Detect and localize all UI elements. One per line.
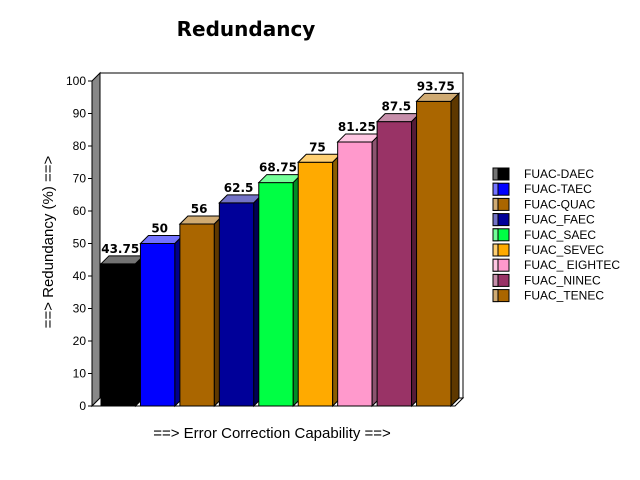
legend-label: FUAC_FAEC [524, 213, 595, 227]
bar-front [100, 263, 136, 407]
legend-swatch-highlight [492, 167, 499, 181]
legend: FUAC-DAECFUAC-TAECFUAC-QUACFUAC_FAECFUAC… [492, 167, 620, 303]
legend-item: FUAC_NINEC [492, 273, 601, 287]
bar-front [337, 141, 373, 407]
legend-label: FUAC-QUAC [524, 197, 596, 211]
legend-swatch-highlight [492, 289, 499, 303]
legend-swatch-highlight [492, 258, 499, 272]
legend-label: FUAC_SAEC [524, 228, 596, 242]
bar-value-label: 62.5 [224, 181, 254, 195]
legend-item: FUAC_TENEC [492, 289, 604, 303]
legend-swatch-highlight [492, 182, 499, 196]
y-axis-label: ==> Redundancy (%) ==> [40, 155, 57, 328]
bar-front [139, 243, 176, 407]
y-tick-label: 10 [73, 367, 87, 381]
bar-value-label: 75 [309, 140, 326, 154]
bar [139, 234, 185, 408]
chart-title: Redundancy [177, 17, 316, 41]
bar-value-label: 87.5 [382, 100, 412, 114]
y-tick-label: 60 [73, 204, 87, 218]
legend-label: FUAC_TENEC [524, 289, 604, 303]
bar-front [258, 182, 294, 407]
bars [99, 92, 461, 408]
bar-front [218, 202, 255, 407]
bar-value-label: 50 [151, 222, 168, 236]
y-tick-label: 90 [73, 107, 87, 121]
y-tick-label: 20 [73, 334, 87, 348]
y-tick-label: 100 [66, 74, 86, 88]
legend-swatch-highlight [492, 213, 499, 227]
bar-value-label: 81.25 [338, 120, 376, 134]
legend-swatch-highlight [492, 197, 499, 211]
legend-item: FUAC_ EIGHTEC [492, 258, 620, 272]
plot-side-wall [91, 71, 101, 408]
legend-label: FUAC-DAEC [524, 167, 594, 181]
legend-item: FUAC_SAEC [492, 228, 596, 242]
bar-value-label: 93.75 [417, 79, 455, 93]
y-axis: 0 10 20 30 40 50 60 70 80 90 100 [66, 74, 93, 413]
legend-label: FUAC_NINEC [524, 273, 601, 287]
bar-value-label: 68.75 [259, 161, 297, 175]
y-tick-label: 80 [73, 139, 87, 153]
data-labels: 43.75 50 56 62.5 68.75 75 81.25 87.5 93.75 [101, 79, 455, 256]
bar-value-label: 43.75 [101, 242, 139, 256]
bar-side [450, 92, 460, 408]
legend-item: FUAC-QUAC [492, 197, 596, 211]
bar-value-label: 56 [191, 202, 208, 216]
y-tick-label: 0 [79, 399, 86, 413]
bar [178, 214, 224, 408]
bar [375, 112, 421, 408]
legend-swatch-highlight [492, 228, 499, 242]
legend-swatch-highlight [492, 273, 499, 287]
bar [218, 193, 263, 408]
bar [257, 173, 303, 408]
bar-front [297, 161, 334, 407]
legend-label: FUAC-TAEC [524, 182, 592, 196]
bar-front [416, 100, 452, 407]
legend-label: FUAC_ EIGHTEC [524, 258, 620, 272]
y-tick-label: 70 [73, 172, 87, 186]
legend-item: FUAC-DAEC [492, 167, 594, 181]
bar [297, 153, 342, 408]
y-tick-label: 30 [73, 302, 87, 316]
legend-item: FUAC_FAEC [492, 213, 595, 227]
bar [415, 92, 461, 408]
x-axis-label: ==> Error Correction Capability ==> [153, 425, 391, 442]
bar-front [179, 223, 215, 407]
legend-item: FUAC-TAEC [492, 182, 592, 196]
y-tick-label: 40 [73, 269, 87, 283]
bar [336, 132, 382, 408]
y-tick-label: 50 [73, 237, 87, 251]
bar-front [376, 121, 413, 407]
legend-item: FUAC_SEVEC [492, 243, 604, 257]
legend-swatch-highlight [492, 243, 499, 257]
bar [99, 254, 145, 408]
legend-label: FUAC_SEVEC [524, 243, 604, 257]
